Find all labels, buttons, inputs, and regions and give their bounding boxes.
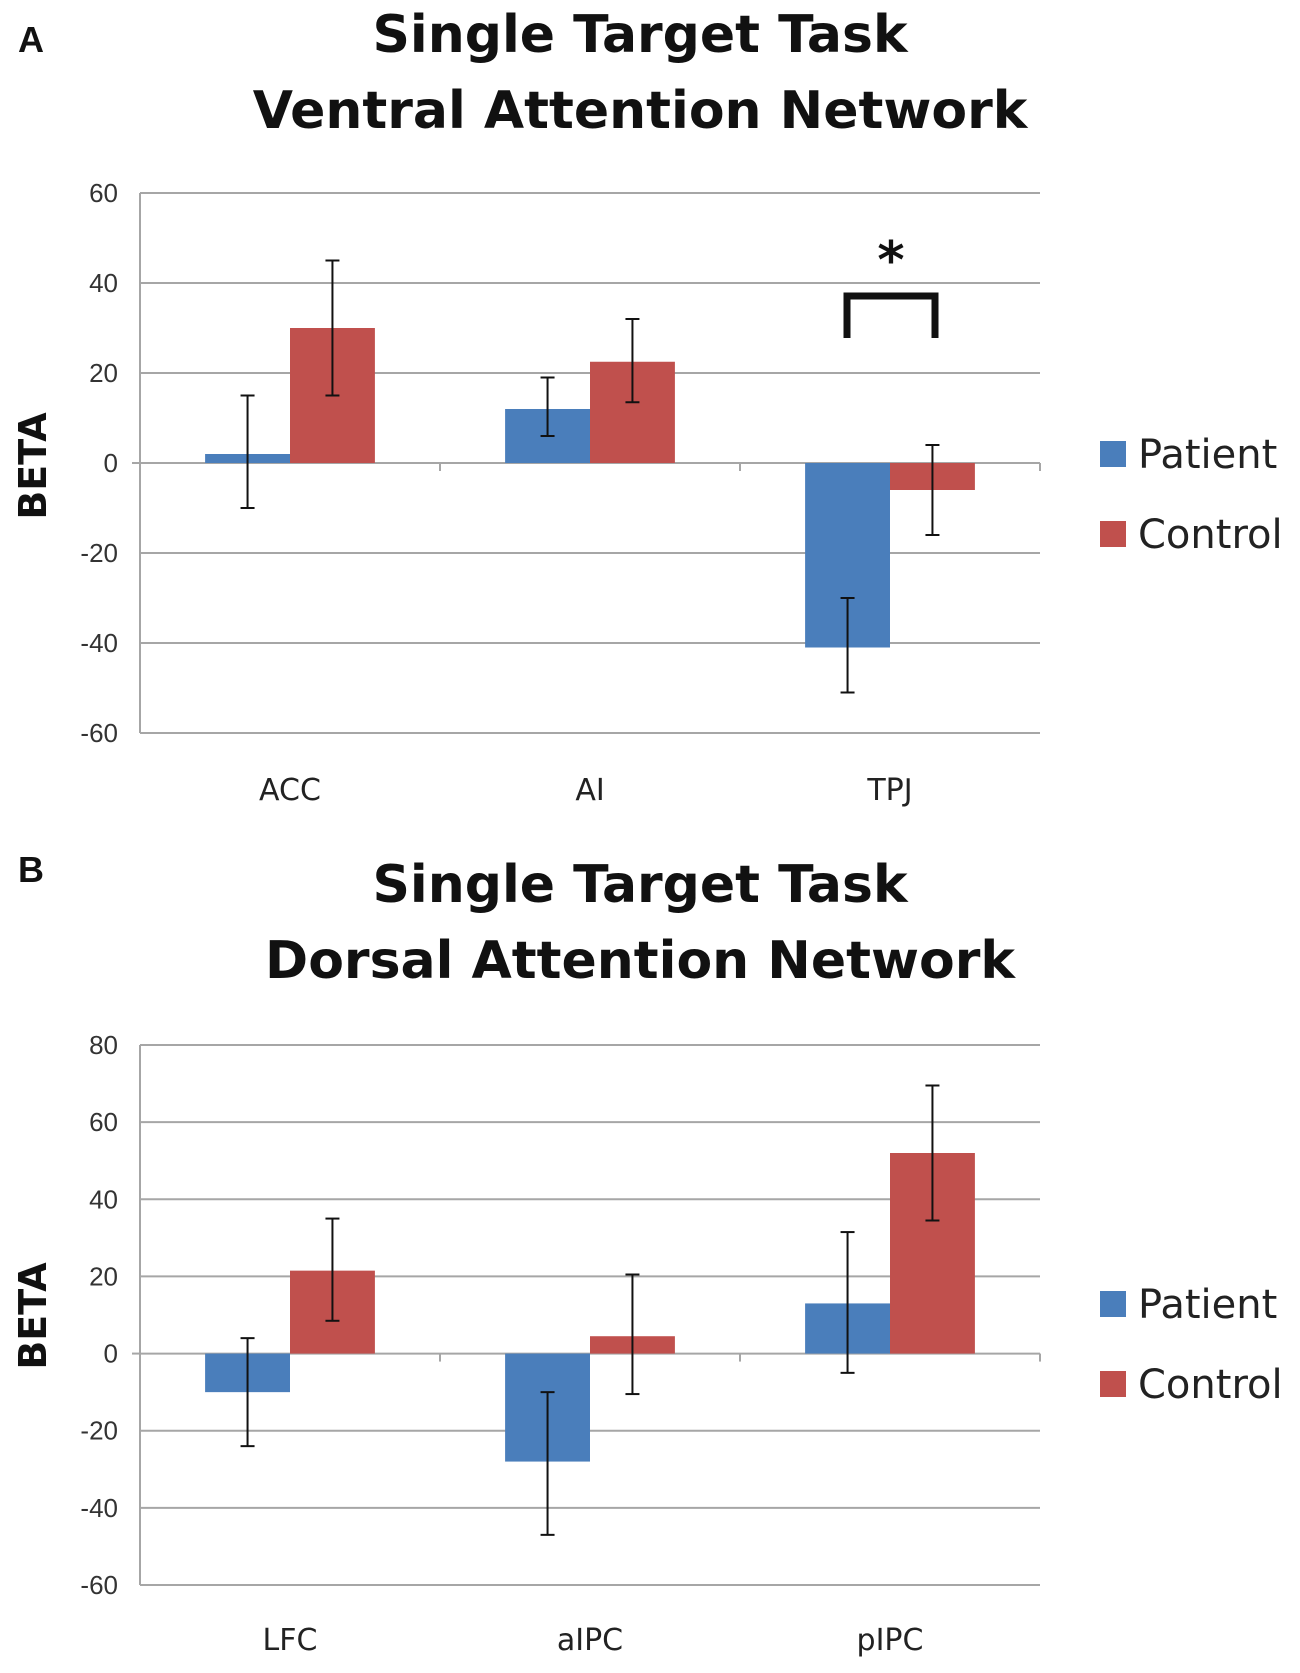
legend-swatch-patient xyxy=(1100,1291,1126,1317)
chart-a-svg: A Single Target Task Ventral Attention N… xyxy=(11,5,1283,808)
legend-label-patient: Patient xyxy=(1138,1282,1277,1328)
legend-label-control: Control xyxy=(1138,1362,1283,1408)
y-tick-label: -20 xyxy=(80,538,118,568)
y-tick-label: 80 xyxy=(89,1030,118,1060)
y-tick-label: 20 xyxy=(89,1261,118,1291)
y-tick-label: -60 xyxy=(80,1570,118,1600)
category-label-ai: AI xyxy=(575,773,604,808)
category-label-acc: ACC xyxy=(259,773,321,808)
y-tick-label: 60 xyxy=(89,1107,118,1137)
chart-panel-a: A Single Target Task Ventral Attention N… xyxy=(0,0,1300,830)
y-tick-label: 60 xyxy=(89,178,118,208)
chart-b-title-line2: Dorsal Attention Network xyxy=(265,931,1016,991)
category-label-tpj: TPJ xyxy=(866,773,912,808)
category-label-pipc: pIPC xyxy=(857,1623,924,1658)
legend-swatch-control xyxy=(1100,1371,1126,1397)
chart-b-svg: B Single Target Task Dorsal Attention Ne… xyxy=(11,850,1283,1658)
significance-marker: * xyxy=(877,231,904,291)
legend-swatch-control xyxy=(1100,521,1126,547)
y-tick-label: -60 xyxy=(80,718,118,748)
chart-a-y-axis-label: BETA xyxy=(11,412,55,520)
category-label-aipc: aIPC xyxy=(557,1623,623,1658)
y-tick-label: 40 xyxy=(89,1184,118,1214)
y-tick-label: 20 xyxy=(89,358,118,388)
chart-panel-b: B Single Target Task Dorsal Attention Ne… xyxy=(0,850,1300,1673)
y-tick-label: -20 xyxy=(80,1416,118,1446)
y-tick-label: 0 xyxy=(104,1339,118,1369)
y-tick-label: 40 xyxy=(89,268,118,298)
panel-label-a: A xyxy=(18,19,44,60)
category-label-lfc: LFC xyxy=(263,1623,318,1658)
legend-label-patient: Patient xyxy=(1138,432,1277,478)
chart-a-title-line2: Ventral Attention Network xyxy=(253,81,1029,141)
chart-b-title-line1: Single Target Task xyxy=(372,855,908,915)
significance-bracket xyxy=(843,292,939,338)
y-tick-label: -40 xyxy=(80,628,118,658)
chart-b-y-axis-label: BETA xyxy=(11,1262,55,1370)
legend-label-control: Control xyxy=(1138,512,1283,558)
chart-a-title-line1: Single Target Task xyxy=(372,5,908,65)
panel-label-b: B xyxy=(18,850,44,890)
y-tick-label: 0 xyxy=(104,448,118,478)
y-tick-label: -40 xyxy=(80,1493,118,1523)
legend-swatch-patient xyxy=(1100,441,1126,467)
